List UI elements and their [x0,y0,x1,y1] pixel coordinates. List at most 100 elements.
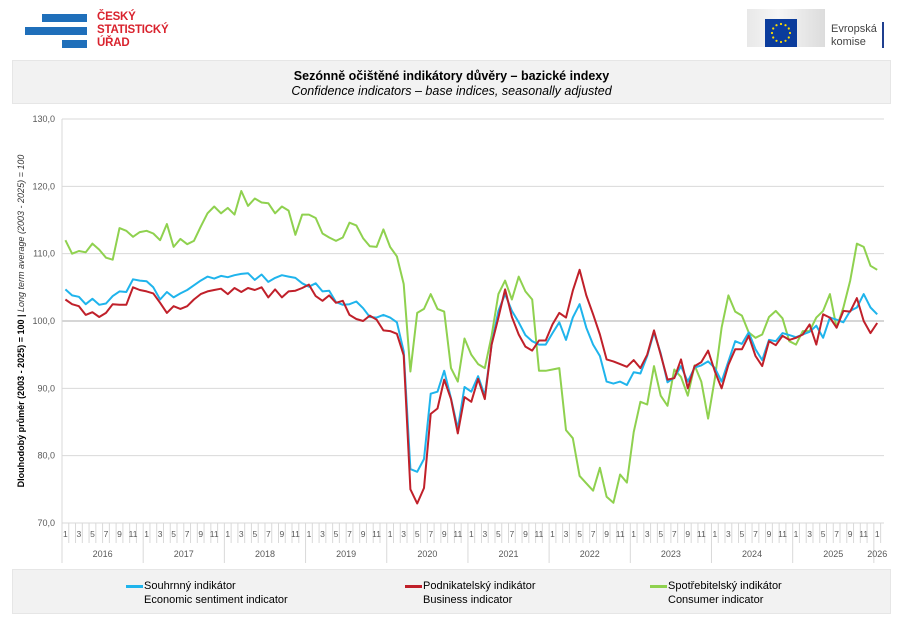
month-tick-label: 7 [428,529,433,539]
month-tick-label: 11 [535,529,544,539]
year-tick-label: 2016 [93,549,113,559]
month-tick-label: 11 [778,529,787,539]
month-tick-label: 1 [794,529,799,539]
month-tick-label: 5 [415,529,420,539]
eu-flag-icon [765,19,797,47]
year-tick-label: 2020 [417,549,437,559]
year-tick-label: 2018 [255,549,275,559]
ec-logo-line2: komise [831,36,866,48]
month-tick-label: 9 [198,529,203,539]
month-tick-label: 7 [753,529,758,539]
month-tick-label: 9 [280,529,285,539]
legend-swatch [126,585,143,588]
year-tick-label: 2024 [742,549,762,559]
month-tick-label: 1 [388,529,393,539]
month-tick-label: 1 [225,529,230,539]
month-tick-label: 3 [320,529,325,539]
month-tick-label: 3 [482,529,487,539]
month-tick-label: 9 [848,529,853,539]
csu-logo-line1: ČESKÝ [97,11,136,23]
month-tick-label: 11 [129,529,138,539]
month-tick-label: 9 [767,529,772,539]
legend-label-cz: Podnikatelský indikátor [423,580,536,592]
year-tick-label: 2021 [499,549,519,559]
year-tick-label: 2023 [661,549,681,559]
ec-logo: Evropská komise [747,5,899,48]
month-tick-label: 7 [347,529,352,539]
legend-label-en: Business indicator [423,594,513,606]
y-axis-label-cz: Dlouhodobý průměr (2003 - 2025) = 100 | [16,315,26,488]
series-line-business [64,268,879,505]
year-tick-label: 2017 [174,549,194,559]
month-tick-label: 7 [510,529,515,539]
month-tick-label: 3 [726,529,731,539]
legend-item-business: Podnikatelský indikátor Business indicat… [405,579,536,607]
series-lines [64,190,879,505]
month-tick-label: 3 [401,529,406,539]
month-tick-label: 1 [144,529,149,539]
legend-swatch [405,585,422,588]
month-tick-label: 1 [307,529,312,539]
ec-logo-line1: Evropská [831,23,877,35]
series-line-consumer [64,190,878,504]
legend-label-en: Consumer indicator [668,594,764,606]
month-tick-label: 7 [185,529,190,539]
legend-label-cz: Spotřebitelský indikátor [668,580,782,592]
month-tick-label: 3 [645,529,650,539]
month-tick-label: 9 [604,529,609,539]
y-tick-label: 110,0 [33,249,55,259]
month-tick-label: 9 [361,529,366,539]
month-tick-label: 3 [158,529,163,539]
year-tick-label: 2019 [336,549,356,559]
month-tick-label: 9 [442,529,447,539]
month-tick-label: 7 [834,529,839,539]
month-tick-label: 9 [685,529,690,539]
legend-item-economic-sentiment: Souhrnný indikátor Economic sentiment in… [126,579,288,607]
month-tick-label: 5 [171,529,176,539]
x-axis: 1 3 5 7 9 11 1 3 5 7 9 11 1 3 5 7 9 11 1 3 5 7 9 11 1 3 5 7 9 11 1 3 5 7 9… [63,523,887,563]
month-tick-label: 5 [252,529,257,539]
y-tick-label: 90,0 [37,383,55,393]
legend-label-en: Economic sentiment indicator [144,594,288,606]
month-tick-label: 7 [266,529,271,539]
year-tick-label: 2026 [867,549,887,559]
month-tick-label: 11 [372,529,381,539]
legend: Souhrnný indikátor Economic sentiment in… [12,569,891,614]
y-tick-label: 70,0 [37,518,55,528]
y-tick-label: 100,0 [32,316,55,326]
month-tick-label: 5 [334,529,339,539]
csu-logo-line3: ÚŘAD [97,37,130,49]
month-tick-label: 7 [591,529,596,539]
month-tick-label: 5 [821,529,826,539]
month-tick-label: 11 [210,529,219,539]
month-tick-label: 5 [496,529,501,539]
month-tick-label: 5 [90,529,95,539]
month-tick-label: 9 [523,529,528,539]
grid [61,118,884,563]
y-tick-label: 80,0 [37,451,55,461]
month-tick-label: 3 [77,529,82,539]
chart-subtitle: Confidence indicators – base indices, se… [291,84,612,98]
legend-swatch [650,585,667,588]
month-tick-label: 3 [239,529,244,539]
month-tick-label: 11 [616,529,625,539]
month-tick-label: 1 [469,529,474,539]
y-axis-label-en: Long term average (2003 - 2025) = 100 [16,155,26,315]
month-tick-label: 11 [697,529,706,539]
y-axis-label: Dlouhodobý průměr (2003 - 2025) = 100 | … [16,155,26,488]
y-axis-ticks: 70,0 80,0 90,0 100,0 110,0 120,0 130,0 [32,114,55,528]
month-tick-label: 5 [577,529,582,539]
month-tick-label: 7 [104,529,109,539]
month-tick-label: 3 [564,529,569,539]
month-tick-label: 11 [859,529,868,539]
y-tick-label: 130,0 [32,114,55,124]
year-tick-label: 2025 [823,549,843,559]
month-tick-label: 11 [453,529,462,539]
chart-title-box: Sezónně očištěné indikátory důvěry – baz… [12,60,891,104]
chart-title: Sezónně očištěné indikátory důvěry – baz… [293,69,610,83]
legend-label-cz: Souhrnný indikátor [144,580,236,592]
y-tick-label: 120,0 [32,181,55,191]
month-tick-label: 3 [807,529,812,539]
month-tick-label: 1 [550,529,555,539]
